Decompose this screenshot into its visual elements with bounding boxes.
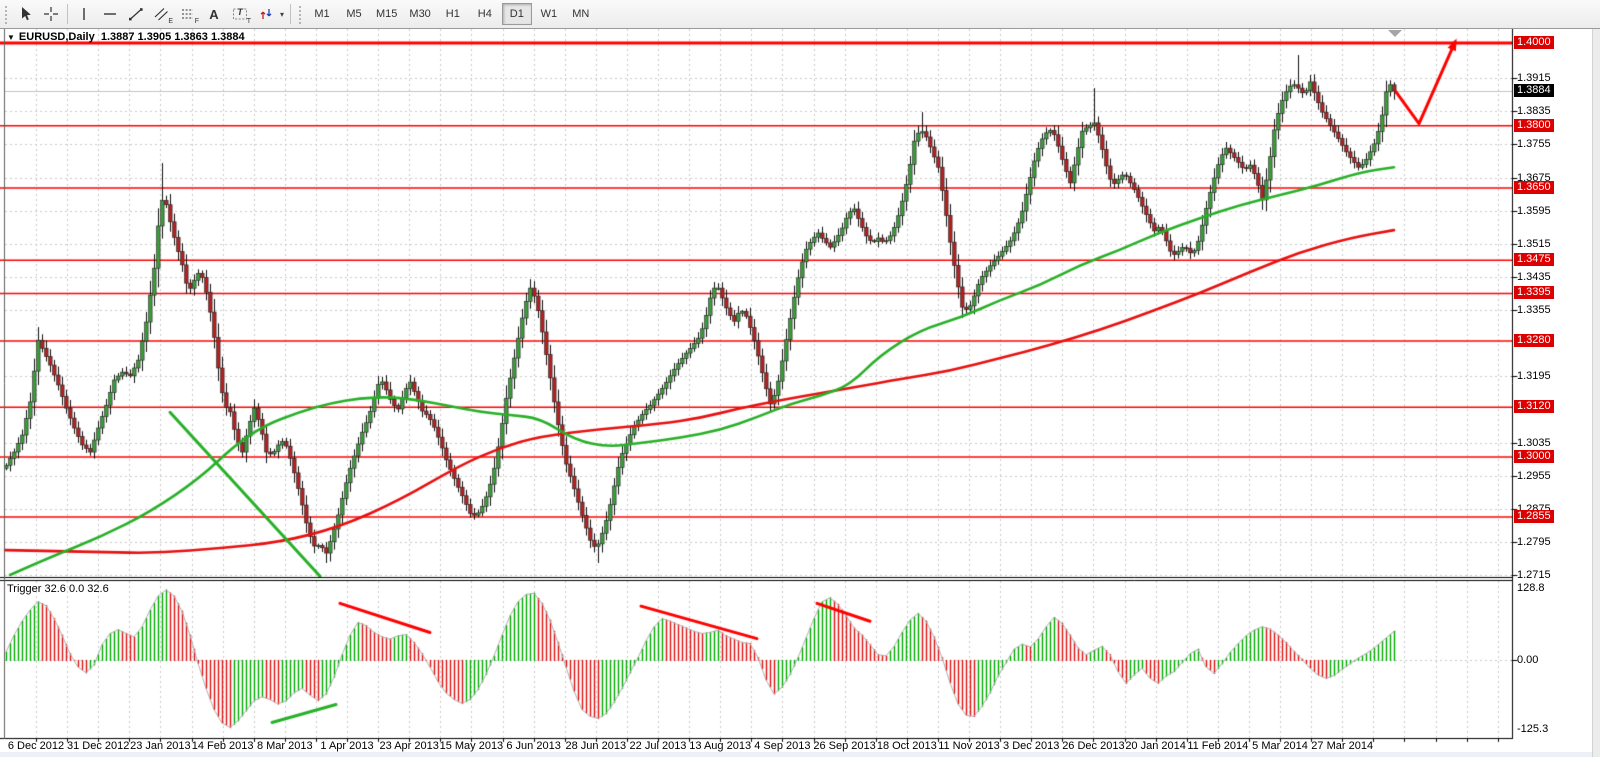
vertical-line-tool-button[interactable]: [71, 2, 97, 26]
date-tick-label: 6 Jun 2013: [506, 740, 561, 752]
horizontal-line-tool-button[interactable]: [97, 2, 123, 26]
timeframe-grip-handle[interactable]: [297, 4, 302, 24]
timeframe-button-h4[interactable]: H4: [470, 3, 500, 25]
level-price-badge: 1.3475: [1514, 253, 1554, 267]
date-tick-label: 23 Jan 2013: [130, 740, 191, 752]
arrows-dropdown-icon[interactable]: ▾: [279, 9, 284, 19]
timeframe-button-mn[interactable]: MN: [566, 3, 596, 25]
indicator-title: Trigger 32.6 0.0 32.6: [7, 583, 109, 595]
price-tick-label: 1.2955: [1517, 469, 1551, 482]
chart-ohlc-values: 1.3887 1.3905 1.3863 1.3884: [100, 31, 245, 43]
window-bottom-strip: [0, 752, 1592, 757]
chart-symbol-label: EURUSD,Daily: [18, 31, 95, 43]
date-tick-label: 13 Aug 2013: [689, 740, 752, 752]
text-tool-button[interactable]: A: [201, 2, 227, 26]
date-tick-label: 5 Mar 2014: [1252, 740, 1308, 752]
date-tick-label: 3 Dec 2013: [1003, 740, 1060, 752]
level-price-badge: 1.3000: [1514, 450, 1554, 463]
date-tick-label: 8 Mar 2013: [256, 740, 313, 752]
date-tick-label: 22 Jul 2013: [629, 740, 687, 752]
timeframe-button-m1[interactable]: M1: [307, 3, 337, 25]
date-tick-label: 11 Nov 2013: [938, 740, 1000, 752]
timeframe-button-d1[interactable]: D1: [501, 3, 532, 25]
chart-title: ▼ EURUSD,Daily 1.3887 1.3905 1.3863 1.388…: [7, 31, 245, 43]
date-tick-label: 26 Dec 2013: [1062, 740, 1125, 752]
level-price-badge: 1.3800: [1514, 118, 1554, 132]
current-price-badge: 1.3884: [1514, 84, 1554, 98]
level-price-badge: 1.2855: [1514, 510, 1554, 524]
price-tick-label: 1.3915: [1517, 72, 1551, 85]
timeframe-button-w1[interactable]: W1: [534, 3, 564, 25]
level-price-badge: 1.3120: [1514, 400, 1554, 414]
chart-menu-dropdown-icon[interactable]: ▼: [7, 33, 15, 42]
price-tick-label: 1.3195: [1517, 370, 1551, 383]
date-tick-label: 28 Jun 2013: [565, 740, 627, 752]
timeframe-group: M1 M5 M15 M30 H1 H4 D1 W1 MN: [306, 3, 597, 25]
trendline-tool-button[interactable]: [123, 2, 149, 26]
price-tick-label: 1.2715: [1517, 568, 1551, 581]
window-right-strip: [1592, 28, 1600, 757]
date-tick-label: 26 Sep 2013: [813, 740, 876, 752]
date-tick-label: 4 Sep 2013: [754, 740, 811, 752]
date-tick-label: 31 Dec 2012: [66, 740, 130, 752]
scroll-to-end-marker-icon[interactable]: [1388, 30, 1402, 37]
toolbar-divider: [67, 4, 68, 24]
crosshair-tool-button[interactable]: [38, 2, 64, 26]
date-tick-label: 6 Dec 2012: [7, 740, 65, 752]
price-tick-label: 1.3675: [1517, 171, 1551, 184]
drawing-tools-group: E F A T T ▾: [12, 2, 287, 26]
date-tick-label: 27 Mar 2014: [1311, 740, 1374, 752]
date-tick-label: 20 Jan 2014: [1125, 740, 1186, 752]
price-tick-label: 1.3035: [1517, 436, 1551, 449]
toolbar-grip-handle[interactable]: [3, 4, 8, 24]
level-price-badge: 1.3280: [1514, 334, 1554, 348]
date-tick-label: 23 Apr 2013: [379, 740, 439, 752]
level-price-badge: 1.3395: [1514, 286, 1554, 300]
toolbar: E F A T T ▾ M1 M5 M15 M30 H1 H4 D1 W1 MN: [0, 0, 1600, 29]
indicator-scale-zero-label: 0.00: [1517, 654, 1539, 666]
timeframe-button-m30[interactable]: M30: [404, 3, 435, 25]
date-tick-label: 1 Apr 2013: [320, 740, 374, 752]
indicator-scale-min-label: -125.3: [1517, 723, 1549, 735]
price-tick-label: 1.3595: [1517, 204, 1551, 217]
date-tick-label: 15 May 2013: [439, 740, 504, 752]
date-tick-label: 18 Oct 2013: [876, 740, 937, 752]
equidistant-channel-tool-button[interactable]: E: [149, 2, 175, 26]
timeframe-button-h1[interactable]: H1: [438, 3, 468, 25]
fibonacci-tool-button[interactable]: F: [175, 2, 201, 26]
timeframe-button-m15[interactable]: M15: [371, 3, 402, 25]
toolbar-divider: [290, 4, 291, 24]
arrows-tool-button[interactable]: [253, 2, 279, 26]
price-tick-label: 1.3515: [1517, 237, 1551, 250]
date-tick-label: 14 Feb 2013: [191, 740, 254, 752]
indicator-scale-max-label: 128.8: [1517, 582, 1545, 594]
cursor-tool-button[interactable]: [12, 2, 38, 26]
price-tick-label: 1.3435: [1517, 270, 1551, 283]
price-tick-label: 1.3355: [1517, 304, 1551, 317]
date-tick-label: 11 Feb 2014: [1187, 740, 1249, 752]
price-tick-label: 1.3835: [1517, 105, 1551, 118]
timeframe-button-m5[interactable]: M5: [339, 3, 369, 25]
level-price-badge: 1.4000: [1514, 36, 1554, 49]
price-tick-label: 1.3755: [1517, 138, 1551, 151]
price-tick-label: 1.2795: [1517, 535, 1551, 548]
level-price-badge: 1.3650: [1514, 180, 1554, 194]
